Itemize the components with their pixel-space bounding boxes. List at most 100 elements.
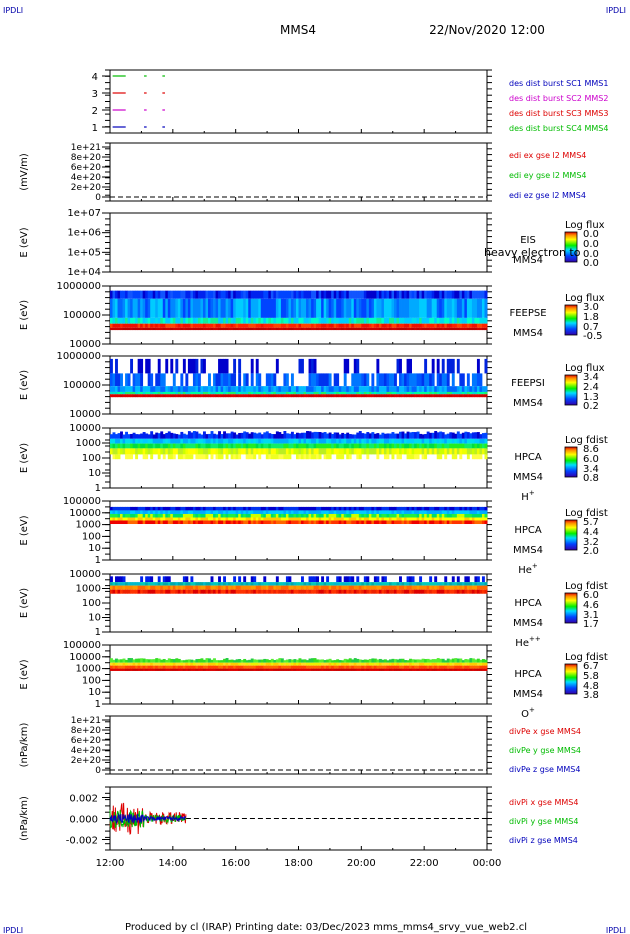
hpca_hepp-spectro-cell — [165, 582, 169, 586]
feepse-spectro-cell — [356, 290, 360, 299]
hpca_h-spectro-cell — [122, 438, 126, 444]
hpca_h-spectro-cell — [326, 433, 330, 439]
feepse-spectro-cell — [215, 323, 219, 328]
hpca_he-spectro-cell — [378, 517, 382, 521]
feepsi-spectro-cell — [283, 373, 287, 387]
hpca_he-spectro-cell — [278, 517, 282, 521]
eis-ytick-label: 1e+06 — [67, 228, 101, 239]
divpi-ylabel: (nPa/km) — [19, 796, 30, 841]
hpca_he-spectro-cell — [283, 517, 287, 521]
feepse-spectro-cell — [371, 323, 375, 328]
hpca_o-spectro-cell — [235, 668, 239, 671]
feepsi-spectro-cell — [306, 386, 309, 392]
hpca_he-spectro-cell — [175, 517, 179, 521]
feepsi-spectro-cell — [358, 394, 362, 398]
hpca_he-spectro-cell — [436, 520, 440, 525]
hpca_hepp-spectro-cell — [205, 585, 209, 590]
hpca_h-spectro-cell — [479, 448, 483, 455]
hpca_he-spectro-cell — [456, 520, 460, 525]
hpca_h-spectro-cell — [225, 433, 229, 439]
hpca_o-colorbar-tick: 6.7 — [583, 661, 599, 672]
hpca_o-spectro-cell — [165, 659, 169, 663]
hpca_o-spectro-cell — [182, 665, 186, 669]
feepse-spectro-cell — [140, 317, 144, 324]
hpca_hepp-ylabel: E (eV) — [19, 588, 30, 618]
hpca_he-spectro-cell — [396, 513, 400, 518]
hpca_he-spectro-cell — [177, 520, 181, 525]
feepsi-spectro-cell — [220, 386, 224, 392]
hpca_hepp-spectro-cell — [388, 585, 392, 590]
hpca_hepp-spectro-cell — [316, 589, 319, 594]
feepse-spectro-cell — [177, 290, 181, 299]
feepsi-spectro-cell — [416, 394, 420, 398]
hpca_he-spectro-cell — [356, 520, 360, 525]
feepsi-spectro-cell — [388, 391, 392, 395]
hpca_o-spectro-cell — [316, 662, 319, 666]
hpca_he-spectro-cell — [130, 513, 134, 518]
hpca_he-spectro-cell — [132, 517, 136, 521]
feepse-spectro-cell — [414, 317, 418, 324]
hpca_h-spectro-cell — [388, 448, 392, 455]
feepse-spectro-cell — [238, 290, 242, 299]
hpca_o-spectro-cell — [290, 668, 294, 671]
hpca_h-spectro-cell — [411, 454, 415, 460]
feepse-spectro-cell — [316, 327, 319, 331]
feepse-spectro-cell — [117, 317, 121, 324]
hpca_o-spectro-cell — [245, 662, 249, 666]
divpe-legend-entry: divPe y gse MMS4 — [509, 746, 581, 755]
hpca_o-spectro-cell — [230, 659, 234, 663]
hpca_h-spectro-cell — [172, 443, 176, 449]
hpca_hepp-spectro-cell — [358, 589, 362, 594]
hpca_h-spectro-cell — [182, 438, 186, 444]
hpca_o-spectro-cell — [313, 665, 317, 669]
hpca_h-spectro-cell — [466, 443, 470, 449]
feepsi-spectro-cell — [323, 386, 327, 392]
hpca_h-spectro-cell — [343, 448, 347, 455]
hpca_h-spectro-cell — [376, 433, 380, 439]
hpca_he-spectro-cell — [411, 520, 415, 525]
hpca_h-spectro-cell — [180, 443, 184, 449]
feepse-spectro-cell — [233, 298, 237, 318]
hpca_hepp-spectro-cell — [371, 589, 375, 594]
hpca_hepp-spectro-cell — [208, 589, 211, 594]
hpca_o-spectro-cell — [456, 665, 460, 669]
hpca_he-spectro-cell — [343, 520, 347, 525]
hpca_h-colorbar-tick: 3.4 — [583, 464, 599, 475]
hpca_he-spectro-cell — [152, 520, 156, 525]
hpca_he-spectro-cell — [409, 510, 412, 514]
feepse-spectro-cell — [218, 323, 221, 328]
hpca_o-spectro-cell — [182, 662, 186, 666]
hpca_he-spectro-cell — [451, 520, 455, 525]
hpca_hepp-spectro-cell — [434, 582, 438, 586]
feepse-spectro-cell — [456, 323, 460, 328]
hpca_he-spectro-cell — [306, 510, 309, 514]
hpca_o-spectro-cell — [439, 665, 443, 669]
feepse-spectro-cell — [182, 298, 186, 318]
hpca_o-spectro-cell — [142, 662, 146, 666]
hpca_he-spectro-cell — [396, 510, 400, 514]
hpca_hepp-spectro-cell — [476, 589, 480, 594]
hpca_h-spectro-cell — [371, 443, 375, 449]
divpi-legend-entry: divPi z gse MMS4 — [509, 836, 578, 845]
hpca_o-spectro-cell — [376, 668, 380, 671]
hpca_he-spectro-cell — [223, 517, 227, 521]
feepsi-spectro-cell — [336, 386, 340, 392]
hpca_hepp-spectro-cell — [225, 582, 229, 586]
hpca_o-spectro-cell — [167, 662, 171, 666]
feepse-spectro-cell — [396, 298, 400, 318]
feepsi-spectro-cell — [152, 391, 156, 395]
hpca_h-spectro-cell — [303, 438, 307, 444]
eis-frame — [109, 212, 488, 273]
feepsi-spectro-cell — [157, 386, 161, 392]
hpca_he-spectro-cell — [316, 513, 319, 518]
hpca_he-spectro-cell — [444, 520, 448, 525]
feepsi-spectro-cell — [245, 386, 249, 392]
feepsi-spectro-cell — [358, 373, 362, 387]
hpca_h-spectro-cell — [278, 438, 282, 444]
hpca_o-spectro-cell — [301, 668, 304, 671]
hpca_he-spectro-cell — [140, 517, 144, 521]
hpca_h-spectro-cell — [250, 443, 254, 449]
hpca_hepp-spectro-cell — [318, 589, 322, 594]
hpca_hepp-spectro-cell — [255, 585, 259, 590]
